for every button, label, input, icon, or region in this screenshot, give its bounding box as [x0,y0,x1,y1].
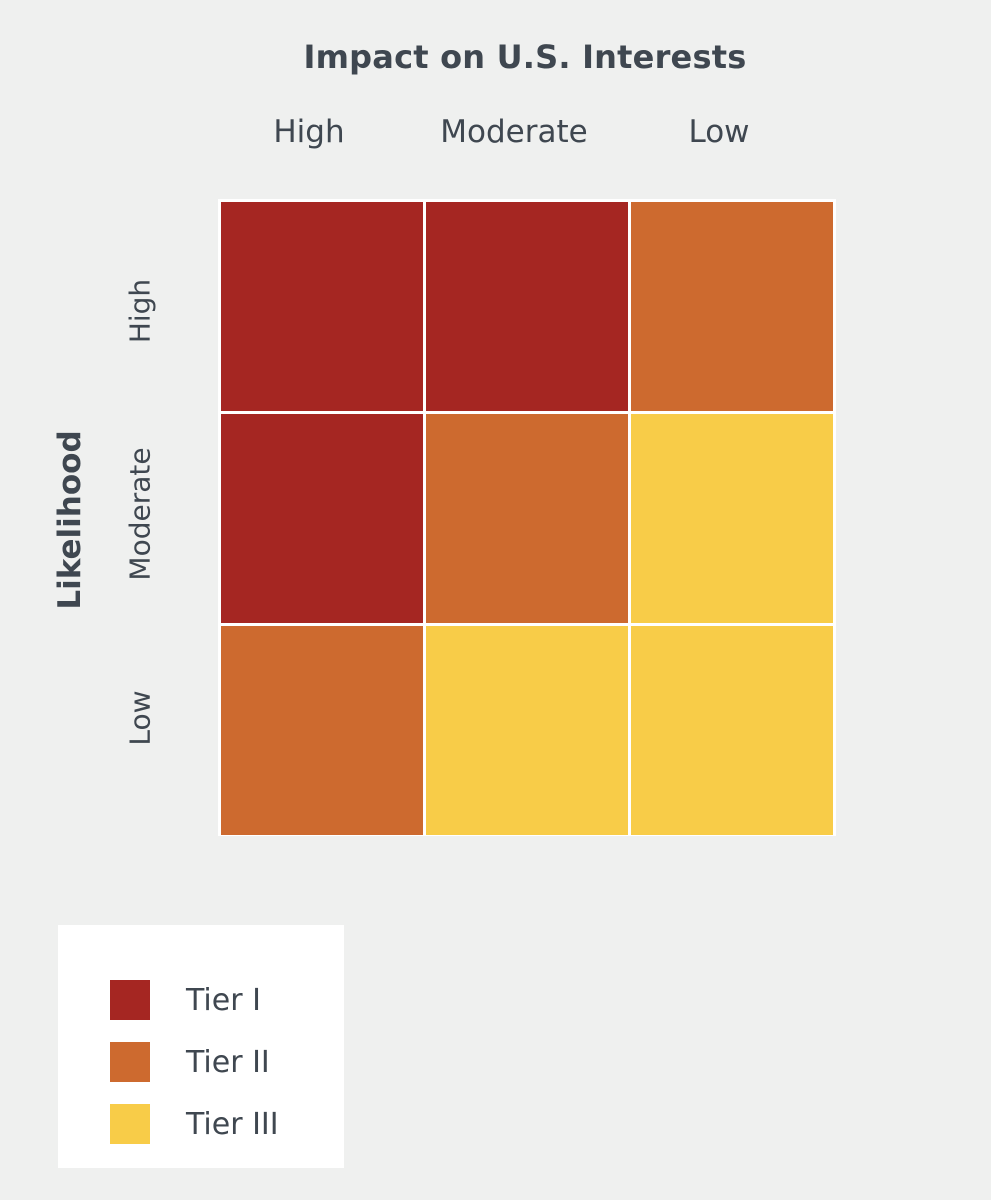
legend-label-tier-iii: Tier III [186,1106,279,1142]
row-label-moderate: Moderate [123,447,157,581]
row-label-low: Low [123,690,157,746]
matrix-cell-moderate-likelihood-moderate-impact [426,414,628,623]
row-axis-title: Likelihood [52,430,88,610]
legend-item-tier-iii: Tier III [110,1093,344,1155]
matrix-cell-high-likelihood-moderate-impact [426,202,628,411]
matrix-cell-low-likelihood-high-impact [221,626,423,835]
legend: Tier I Tier II Tier III [58,925,344,1168]
legend-label-tier-i: Tier I [186,982,261,1018]
legend-swatch-tier-i [110,980,150,1020]
matrix-cell-low-likelihood-moderate-impact [426,626,628,835]
legend-label-tier-ii: Tier II [186,1044,270,1080]
legend-item-tier-ii: Tier II [110,1031,344,1093]
risk-matrix-grid [218,199,836,836]
legend-item-tier-i: Tier I [110,969,344,1031]
column-label-low: Low [688,114,750,150]
matrix-cell-high-likelihood-low-impact [631,202,833,411]
matrix-cell-moderate-likelihood-low-impact [631,414,833,623]
column-label-high: High [273,114,345,150]
legend-swatch-tier-iii [110,1104,150,1144]
matrix-cell-high-likelihood-high-impact [221,202,423,411]
legend-swatch-tier-ii [110,1042,150,1082]
column-axis-title: Impact on U.S. Interests [303,38,747,76]
matrix-cell-low-likelihood-low-impact [631,626,833,835]
row-label-high: High [123,278,157,344]
matrix-cell-moderate-likelihood-high-impact [221,414,423,623]
column-label-moderate: Moderate [440,114,588,150]
